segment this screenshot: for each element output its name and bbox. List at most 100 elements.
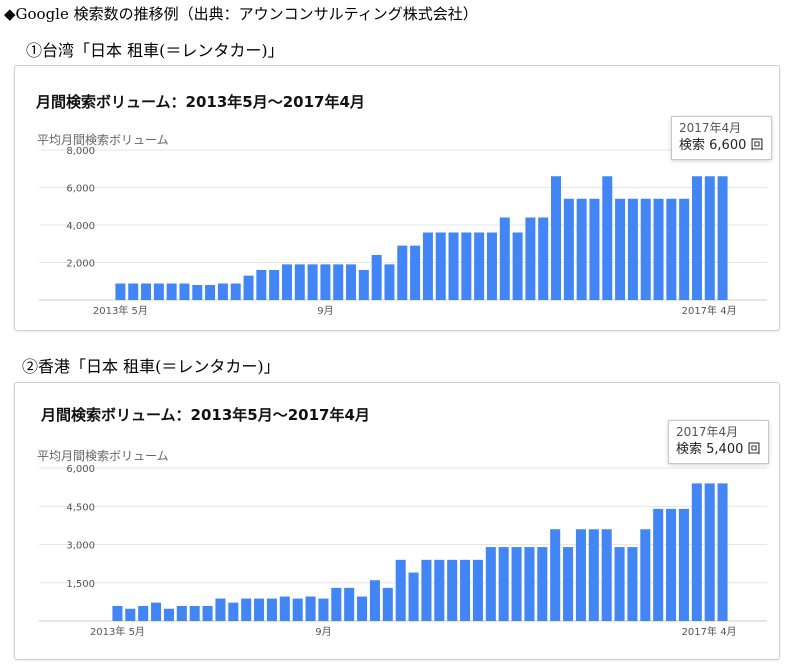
bar[interactable] [588, 529, 599, 621]
bar[interactable] [279, 596, 290, 621]
bar[interactable] [320, 264, 331, 300]
bar[interactable] [538, 217, 549, 301]
bar[interactable] [163, 608, 174, 621]
bar[interactable] [151, 602, 162, 621]
bar[interactable] [395, 559, 406, 621]
bar[interactable] [217, 283, 228, 301]
bar[interactable] [679, 198, 690, 300]
bar[interactable] [627, 547, 638, 621]
bar[interactable] [640, 529, 651, 621]
bar[interactable] [640, 198, 651, 300]
bar[interactable] [434, 559, 445, 621]
bar[interactable] [141, 283, 152, 301]
bar[interactable] [615, 198, 626, 300]
bar[interactable] [704, 483, 715, 621]
bar[interactable] [563, 547, 574, 621]
bar[interactable] [422, 232, 433, 301]
bar[interactable] [537, 547, 548, 621]
bar[interactable] [269, 270, 280, 300]
bar[interactable] [717, 176, 728, 300]
bar[interactable] [512, 232, 523, 301]
bar[interactable] [653, 508, 664, 621]
bar[interactable] [228, 602, 239, 621]
bar[interactable] [230, 283, 241, 301]
bar[interactable] [602, 176, 613, 300]
bar[interactable] [112, 605, 123, 621]
tooltip-value-line: 検索 5,400 回 [676, 440, 761, 459]
bar[interactable] [241, 598, 252, 621]
bar[interactable] [138, 605, 149, 621]
bar[interactable] [346, 264, 357, 300]
bar[interactable] [717, 483, 728, 621]
bar[interactable] [344, 587, 355, 621]
bar[interactable] [281, 264, 292, 300]
bar[interactable] [254, 598, 265, 621]
bar[interactable] [307, 264, 318, 300]
bar[interactable] [472, 559, 483, 621]
bar[interactable] [575, 529, 586, 621]
bar[interactable] [357, 596, 368, 621]
bar[interactable] [333, 264, 344, 300]
bar[interactable] [318, 598, 329, 621]
bar[interactable] [525, 217, 536, 301]
bar[interactable] [408, 572, 419, 621]
bar[interactable] [474, 232, 485, 301]
bar[interactable] [551, 176, 562, 300]
bar[interactable] [115, 283, 126, 301]
bar[interactable] [166, 283, 177, 301]
bar[interactable] [305, 596, 316, 621]
bar[interactable] [397, 245, 408, 300]
bar[interactable] [653, 198, 664, 300]
bar[interactable] [691, 176, 702, 300]
bar[interactable] [550, 529, 561, 621]
bar[interactable] [256, 270, 267, 300]
bar[interactable] [410, 245, 421, 300]
bar[interactable] [666, 198, 677, 300]
bar[interactable] [215, 598, 226, 621]
bar[interactable] [189, 605, 200, 621]
bar[interactable] [331, 587, 342, 621]
bar[interactable] [563, 198, 574, 300]
bar[interactable] [292, 598, 303, 621]
bar[interactable] [589, 198, 600, 300]
bar[interactable] [460, 559, 471, 621]
bar[interactable] [614, 547, 625, 621]
bar[interactable] [678, 508, 689, 621]
bar[interactable] [202, 605, 213, 621]
bar[interactable] [576, 198, 587, 300]
bar[interactable] [294, 264, 305, 300]
y-tick-label: 4,000 [66, 221, 95, 232]
bar[interactable] [128, 283, 139, 301]
bar[interactable] [524, 547, 535, 621]
bar[interactable] [485, 547, 496, 621]
bar[interactable] [486, 232, 497, 301]
y-tick-label: 4,500 [66, 502, 95, 513]
bar[interactable] [499, 217, 510, 301]
bar[interactable] [243, 275, 254, 300]
bar[interactable] [498, 547, 509, 621]
bar[interactable] [447, 559, 458, 621]
bar[interactable] [435, 232, 446, 301]
bar[interactable] [384, 264, 395, 300]
bar[interactable] [511, 547, 522, 621]
bar[interactable] [369, 580, 380, 621]
bar[interactable] [421, 559, 432, 621]
y-tick-label: 6,000 [66, 184, 95, 195]
bar[interactable] [358, 270, 369, 300]
bar[interactable] [179, 283, 190, 301]
bar[interactable] [627, 198, 638, 300]
bar[interactable] [192, 285, 203, 300]
bar[interactable] [382, 587, 393, 621]
bar[interactable] [371, 255, 382, 300]
bar[interactable] [205, 285, 216, 300]
bar[interactable] [125, 608, 136, 621]
bar[interactable] [448, 232, 459, 301]
bar[interactable] [601, 529, 612, 621]
bar[interactable] [691, 483, 702, 621]
bar[interactable] [704, 176, 715, 300]
bar[interactable] [153, 283, 164, 301]
bar[interactable] [176, 605, 187, 621]
bar[interactable] [461, 232, 472, 301]
bar[interactable] [666, 508, 677, 621]
bar[interactable] [266, 598, 277, 621]
